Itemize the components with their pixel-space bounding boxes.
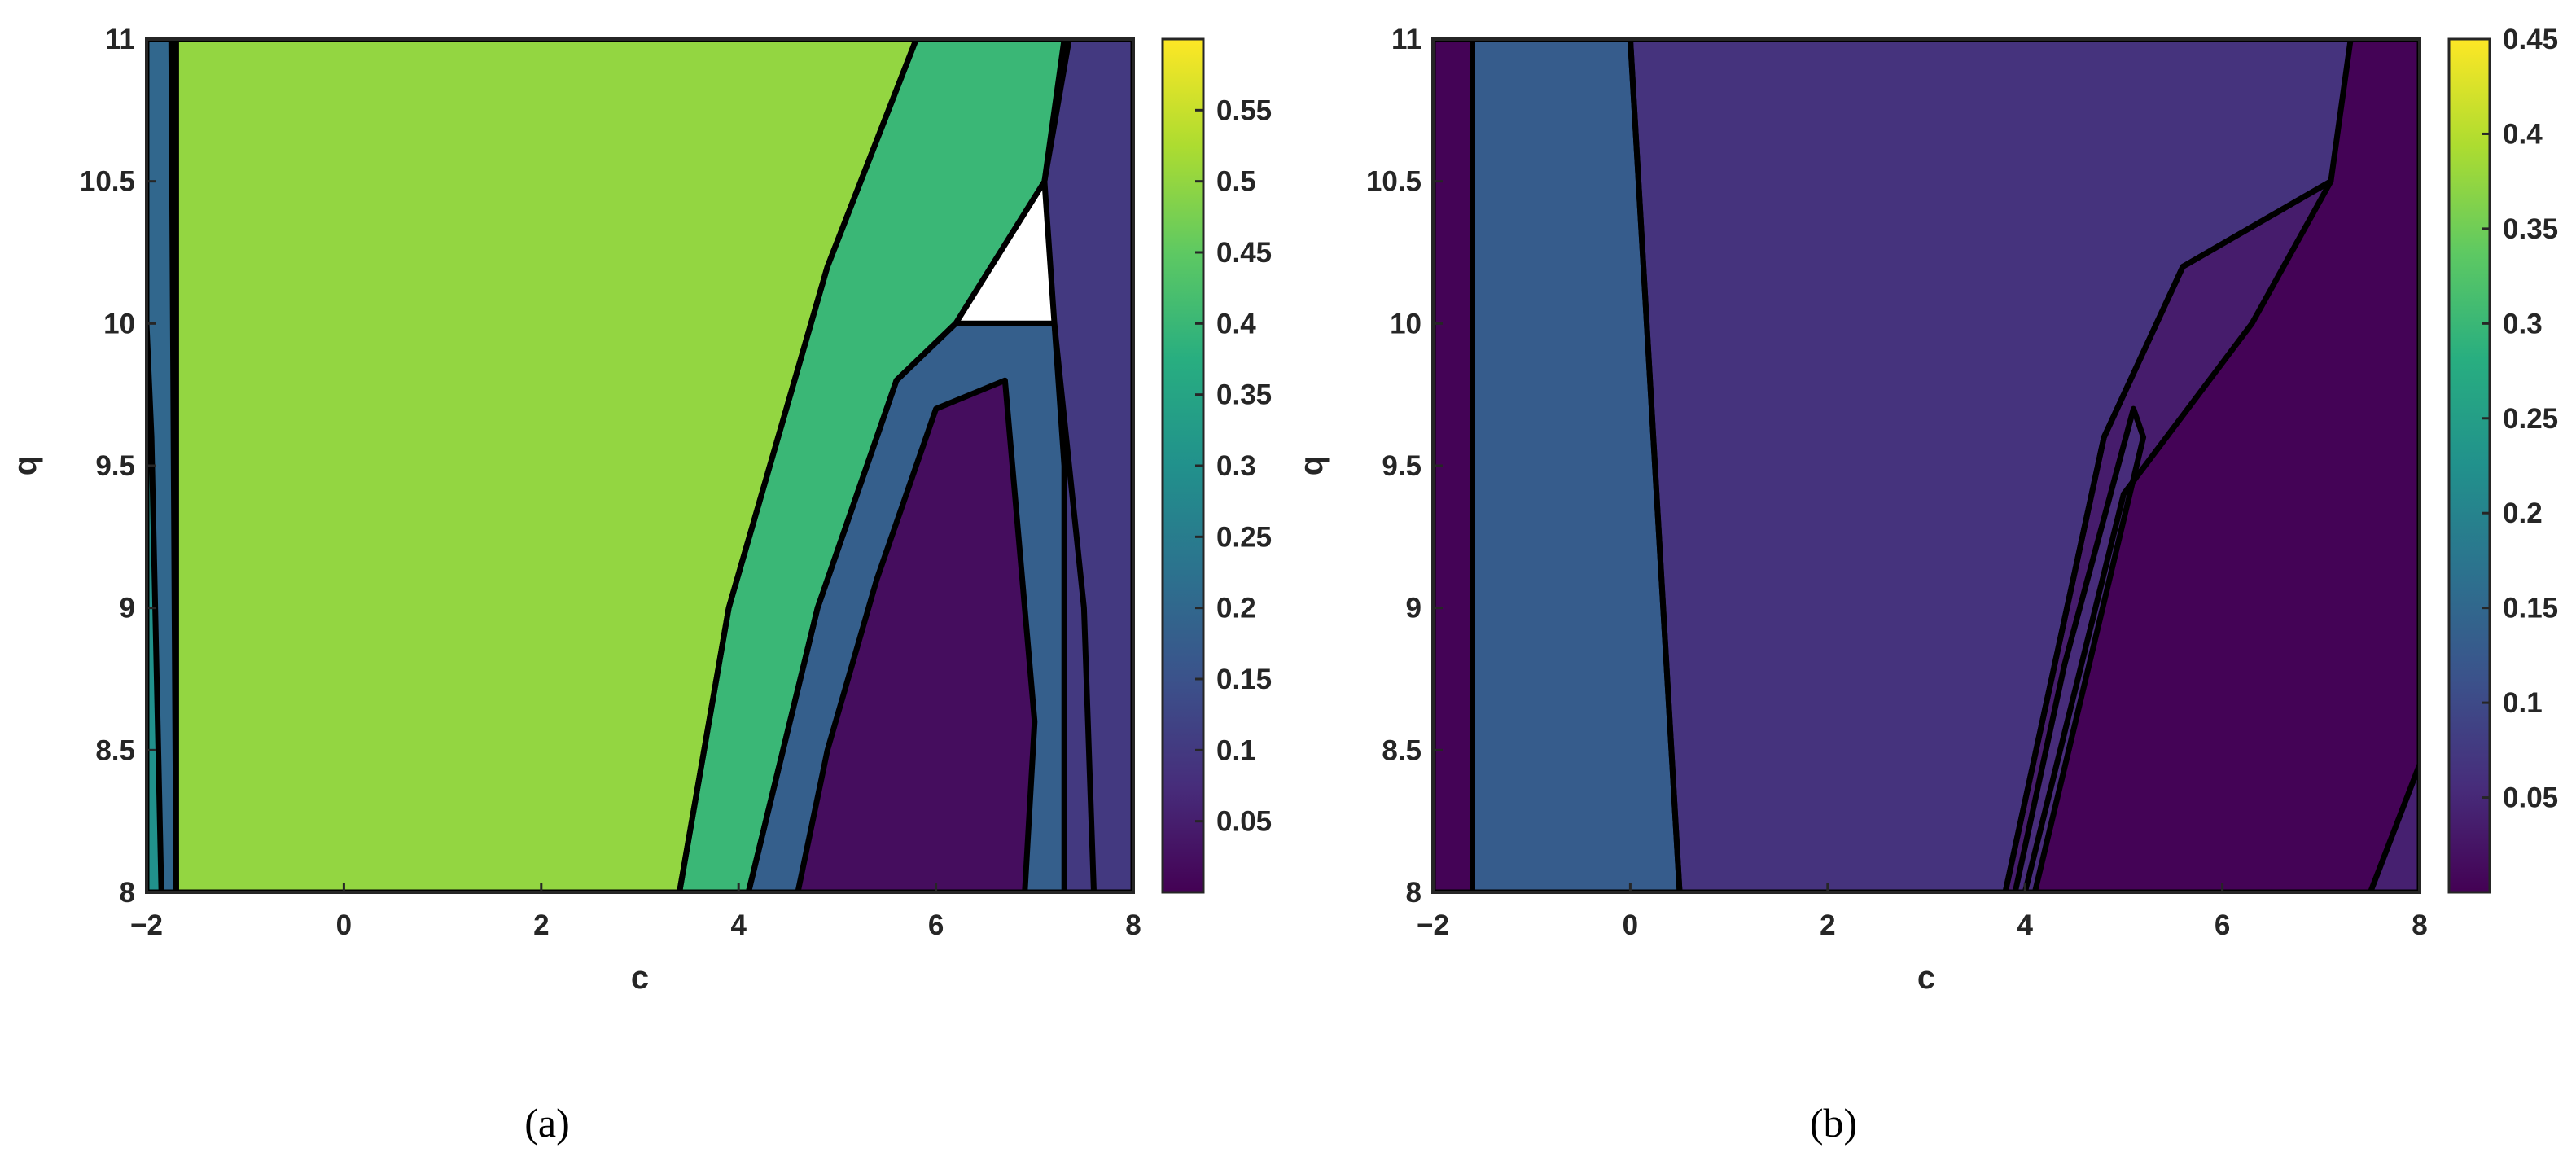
- x-tick-label-a: 8: [1125, 909, 1141, 941]
- plot-area-b: [1433, 39, 2420, 892]
- y-tick-label-a: 8.5: [95, 734, 135, 766]
- colorbar-tick-label-a: 0.3: [1216, 450, 1256, 482]
- colorbar-tick-label-a: 0.25: [1216, 521, 1272, 553]
- y-tick-label-a: 10.5: [80, 166, 135, 198]
- x-tick-label-b: 4: [2017, 909, 2033, 941]
- x-tick-label-a: 4: [730, 909, 747, 941]
- x-tick-label-b: 8: [2412, 909, 2427, 941]
- x-tick-label-a: 2: [533, 909, 549, 941]
- y-tick-label-a: 9: [120, 593, 135, 624]
- colorbar-b: 0.05 0.1 0.15 0.2 0.25 0.3 0.35 0.4 0.45: [2447, 24, 2558, 894]
- panel-caption-b: (b): [1810, 1100, 1857, 1146]
- y-tick-labels-b: 8 8.5 9 9.5 10 10.5 11: [1366, 24, 1443, 909]
- colorbar-tick-label-b: 0.05: [2503, 782, 2558, 814]
- colorbar-tick-label-a: 0.15: [1216, 664, 1272, 695]
- y-tick-label-b: 11: [1391, 24, 1422, 55]
- y-tick-label-a: 10: [103, 308, 135, 340]
- colorbar-tick-label-b: 0.15: [2503, 593, 2558, 624]
- colorbar-a: 0.05 0.1 0.15 0.2 0.25 0.3 0.35 0.4 0.45 0.5 0.55: [1161, 37, 1272, 894]
- contour-line-a-4: [1041, 39, 1133, 892]
- contour-region-b-2: [1630, 39, 2351, 892]
- colorbar-tick-label-b: 0.25: [2503, 403, 2558, 435]
- colorbar-tick-label-a: 0.35: [1216, 379, 1272, 411]
- contour-line-b-3: [2002, 178, 2334, 892]
- contour-line-a-3: [795, 377, 1038, 892]
- colorbar-a-tick-labels: 0.05 0.1 0.15 0.2 0.25 0.3 0.35 0.4 0.45 0.5 0.55: [1195, 94, 1272, 838]
- colorbar-tick-label-a: 0.45: [1216, 237, 1272, 269]
- x-tick-label-b: 2: [1820, 909, 1835, 941]
- colorbar-tick-label-a: 0.1: [1216, 734, 1256, 766]
- y-tick-label-a: 8: [120, 877, 135, 909]
- y-tick-labels-a: 8 8.5 9 9.5 10 10.5 11: [80, 24, 156, 909]
- chart-panel-b: 8 8.5 9 9.5 10 10.5 11 −2 0 2 4 6 8 c q 0.05 0.1 0.15…: [1294, 24, 2558, 1146]
- contour-line-b-5: [2367, 761, 2420, 892]
- colorbar-tick-label-a: 0.5: [1216, 166, 1256, 198]
- y-tick-label-b: 9: [1406, 593, 1422, 624]
- contour-line-b-4: [2012, 405, 2147, 892]
- colorbar-tick-label-b: 0.3: [2503, 308, 2543, 340]
- contour-region-a-3: [797, 380, 1035, 892]
- plot-area-a: [147, 39, 1133, 892]
- y-axis-label-b: q: [1294, 456, 1330, 475]
- colorbar-tick-label-a: 0.05: [1216, 806, 1272, 838]
- x-tick-labels-b: −2 0 2 4 6 8: [1417, 883, 2428, 941]
- colorbar-tick-label-a: 0.55: [1216, 94, 1272, 126]
- colorbar-b-tick-labels: 0.05 0.1 0.15 0.2 0.25 0.3 0.35 0.4 0.45: [2482, 24, 2558, 814]
- x-tick-labels-a: −2 0 2 4 6 8: [130, 883, 1141, 941]
- contour-region-b-4: [2015, 409, 2144, 892]
- x-tick-label-b: 6: [2215, 909, 2230, 941]
- x-tick-label-b: 0: [1623, 909, 1638, 941]
- x-tick-label-b: −2: [1417, 909, 1449, 941]
- y-tick-label-b: 8: [1406, 877, 1422, 909]
- contour-line-a-2: [745, 320, 1097, 892]
- colorbar-b-ramp: [2447, 37, 2491, 894]
- panel-caption-a: (a): [524, 1100, 570, 1146]
- colorbar-tick-label-b: 0.4: [2503, 118, 2543, 150]
- contour-region-a-1: [679, 39, 1065, 892]
- colorbar-tick-label-b: 0.2: [2503, 497, 2543, 529]
- x-tick-label-a: −2: [130, 909, 163, 941]
- x-tick-label-a: 0: [336, 909, 352, 941]
- x-axis-label-b: c: [1917, 960, 1935, 996]
- colorbar-tick-label-a: 0.2: [1216, 593, 1256, 624]
- colorbar-tick-label-b: 0.35: [2503, 213, 2558, 245]
- colorbar-tick-label-a: 0.4: [1216, 308, 1256, 340]
- x-axis-label-a: c: [631, 960, 649, 996]
- y-tick-label-a: 9.5: [95, 450, 135, 482]
- colorbar-tick-label-b: 0.45: [2503, 24, 2558, 55]
- y-tick-label-b: 9.5: [1382, 450, 1422, 482]
- x-tick-label-a: 6: [928, 909, 944, 941]
- y-tick-label-a: 11: [105, 24, 135, 55]
- y-axis-label-a: q: [7, 456, 43, 475]
- contour-region-b-1: [1472, 39, 1680, 892]
- contour-region-a-0: [176, 39, 917, 892]
- y-tick-label-b: 10: [1390, 308, 1422, 340]
- y-tick-label-b: 8.5: [1382, 734, 1422, 766]
- chart-panel-a: 8 8.5 9 9.5 10 10.5 11 −2 0 2 4 6 8 c q 0.05 0.1 0.15…: [7, 24, 1272, 1146]
- y-tick-label-b: 10.5: [1366, 166, 1422, 198]
- contour-line-b-1: [1470, 39, 1683, 892]
- contour-line-a-6: [147, 320, 164, 892]
- colorbar-tick-label-b: 0.1: [2503, 687, 2543, 719]
